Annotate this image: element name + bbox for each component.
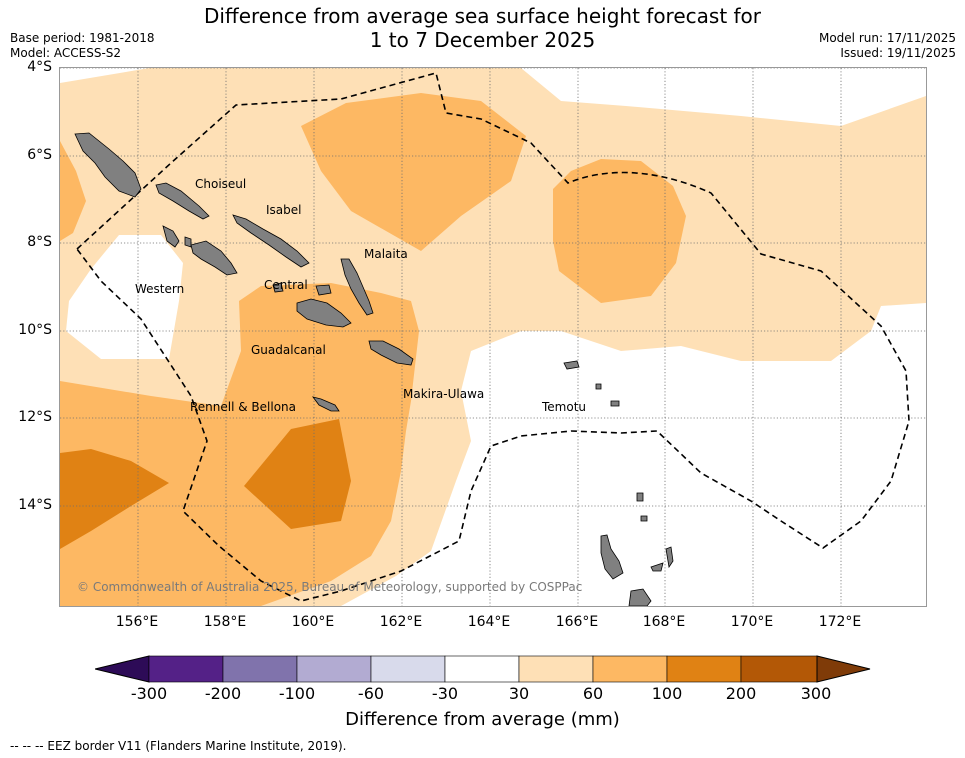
fill-60-100-west-edge xyxy=(60,141,86,241)
cb-tick-m30: -30 xyxy=(431,684,459,703)
eez-footnote: -- -- -- EEZ border V11 (Flanders Marine… xyxy=(10,739,347,753)
bougainville-island xyxy=(74,132,142,198)
title-line-2: 1 to 7 December 2025 xyxy=(369,28,596,52)
map-svg xyxy=(60,68,926,606)
y-tick-4s: 4°S xyxy=(27,59,52,75)
colorbar-arrow-right xyxy=(816,655,871,683)
new-georgia-island xyxy=(162,225,238,276)
cb-tick-100: 100 xyxy=(651,684,683,703)
graticule xyxy=(60,68,926,606)
label-makira-ulawa: Makira-Ulawa xyxy=(403,387,485,401)
islands xyxy=(74,132,674,606)
issued-date: Issued: 19/11/2025 xyxy=(840,46,956,60)
colorbar-seg-9 xyxy=(740,655,818,683)
label-guadalcanal: Guadalcanal xyxy=(251,343,326,357)
label-western: Western xyxy=(135,282,185,296)
cb-tick-300: 300 xyxy=(800,684,832,703)
vanuatu-islands xyxy=(600,492,674,606)
temotu-islands xyxy=(563,360,620,407)
y-tick-14s: 14°S xyxy=(18,497,52,513)
colorbar-arrow-left xyxy=(94,655,150,683)
x-tick-156: 156°E xyxy=(115,614,159,630)
chart-title: Difference from average sea surface heig… xyxy=(0,4,965,52)
x-tick-158: 158°E xyxy=(203,614,247,630)
colorbar-seg-6 xyxy=(518,655,594,683)
colorbar-seg-1 xyxy=(148,655,224,683)
copyright-notice: © Commonwealth of Australia 2025, Bureau… xyxy=(77,580,583,594)
fill-60-100-east xyxy=(553,159,686,303)
cb-tick-60: 60 xyxy=(582,684,604,703)
y-tick-8s: 8°S xyxy=(27,234,52,250)
base-period: Base period: 1981-2018 xyxy=(10,31,155,45)
choiseul-island xyxy=(155,182,210,220)
fill-60-100-southwest xyxy=(60,283,419,606)
label-isabel: Isabel xyxy=(266,203,302,217)
meta-left: Base period: 1981-2018 Model: ACCESS-S2 xyxy=(10,31,155,61)
colorbar-seg-2 xyxy=(222,655,298,683)
central-islands xyxy=(272,282,332,296)
label-central: Central xyxy=(264,278,308,292)
makira-island xyxy=(368,340,414,366)
cb-tick-m100: -100 xyxy=(278,684,316,703)
malaita-island xyxy=(340,258,374,316)
meta-right: Model run: 17/11/2025 Issued: 19/11/2025 xyxy=(819,31,956,61)
x-tick-166: 166°E xyxy=(555,614,599,630)
x-tick-162: 162°E xyxy=(379,614,423,630)
label-rennell-bellona: Rennell & Bellona xyxy=(190,400,297,414)
white-south-east-region xyxy=(341,303,926,606)
fill-60-100-north xyxy=(301,93,526,251)
x-tick-170: 170°E xyxy=(730,614,774,630)
title-line-1: Difference from average sea surface heig… xyxy=(203,4,762,28)
cb-tick-m200: -200 xyxy=(204,684,242,703)
isabel-island xyxy=(232,214,310,268)
y-tick-6s: 6°S xyxy=(27,147,52,163)
colorbar-seg-4 xyxy=(370,655,446,683)
colorbar xyxy=(94,655,871,685)
x-tick-172: 172°E xyxy=(818,614,862,630)
label-choiseul: Choiseul xyxy=(195,177,247,191)
x-tick-160: 160°E xyxy=(291,614,335,630)
map-panel xyxy=(59,67,927,607)
colorbar-seg-7 xyxy=(592,655,668,683)
colorbar-seg-8 xyxy=(666,655,742,683)
colorbar-seg-5 xyxy=(444,655,520,683)
y-tick-12s: 12°S xyxy=(18,409,52,425)
guadalcanal-island xyxy=(296,298,352,328)
cb-tick-200: 200 xyxy=(725,684,757,703)
label-malaita: Malaita xyxy=(364,247,408,261)
white-north-region xyxy=(60,68,926,126)
colorbar-title: Difference from average (mm) xyxy=(345,709,620,730)
colorbar-seg-3 xyxy=(296,655,372,683)
colorbar-svg xyxy=(94,655,871,683)
y-tick-10s: 10°S xyxy=(18,322,52,338)
cb-tick-m300: -300 xyxy=(130,684,168,703)
model-name: Model: ACCESS-S2 xyxy=(10,46,122,60)
model-run: Model run: 17/11/2025 xyxy=(818,31,956,45)
cb-tick-30: 30 xyxy=(508,684,530,703)
fill-100-200-west xyxy=(60,449,169,549)
x-tick-164: 164°E xyxy=(467,614,511,630)
rennell-island xyxy=(312,396,340,412)
eez-border xyxy=(75,72,910,602)
x-tick-168: 168°E xyxy=(642,614,686,630)
label-temotu: Temotu xyxy=(542,400,587,414)
white-western-region xyxy=(66,235,183,359)
fill-100-200-center xyxy=(244,419,351,529)
cb-tick-m60: -60 xyxy=(357,684,385,703)
